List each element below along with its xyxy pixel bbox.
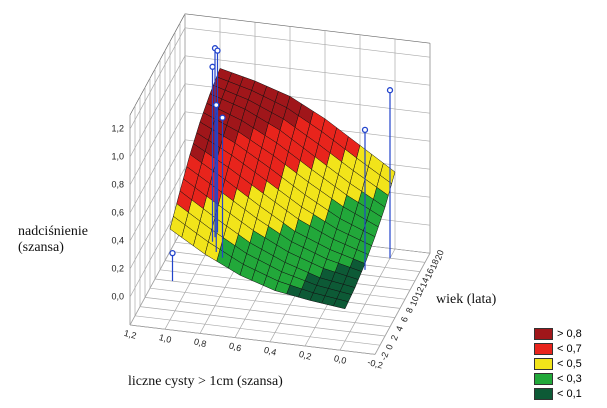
- grid-line: [139, 306, 386, 337]
- y-tick-label: 10: [408, 295, 421, 308]
- surface-cell: [279, 96, 326, 158]
- legend-item: < 0,7: [534, 341, 582, 356]
- surface-cell: [169, 190, 216, 255]
- grid-line: [184, 27, 431, 58]
- surface-cell: [329, 218, 376, 264]
- grid-line: [129, 139, 186, 242]
- legend-item: < 0,5: [534, 356, 582, 371]
- data-point: [213, 101, 220, 109]
- legend-label: < 0,7: [557, 342, 582, 355]
- x-tick-label: 0,4: [263, 345, 278, 358]
- legend-swatch: [534, 327, 553, 340]
- data-point: [361, 126, 369, 134]
- data-point: [386, 87, 394, 94]
- grid-line: [149, 287, 396, 318]
- y-tick-label: 20: [433, 249, 446, 262]
- box-edge: [129, 13, 186, 116]
- legend-swatch: [534, 372, 553, 385]
- legend-label: > 0,8: [557, 327, 582, 340]
- data-point: [169, 249, 176, 257]
- grid-line: [374, 253, 431, 355]
- grid-line: [129, 27, 186, 130]
- surface-cell: [244, 80, 291, 131]
- z-tick-label: 0,6: [111, 207, 124, 217]
- grid-line: [339, 248, 396, 351]
- x-tick-label: 0,0: [333, 353, 348, 366]
- y-tick-label: 18: [428, 258, 441, 271]
- grid-line: [129, 111, 186, 214]
- surface-cell: [269, 129, 316, 196]
- grid-line: [144, 297, 391, 328]
- z-tick-label: 0,4: [111, 235, 124, 245]
- surface-cell: [284, 231, 331, 279]
- y-axis-label: wiek (lata): [436, 292, 497, 307]
- surface-cell: [304, 156, 351, 220]
- surface-cell: [204, 217, 251, 276]
- grid-line: [129, 223, 186, 326]
- legend-item: > 0,8: [534, 326, 582, 341]
- surface-cell: [274, 262, 321, 301]
- z-tick-label: 0,0: [111, 291, 124, 301]
- y-tick-label: 2: [389, 334, 400, 342]
- x-tick-label: 0,6: [228, 341, 243, 354]
- box-edge: [184, 13, 431, 44]
- grid-line: [184, 55, 431, 86]
- surface-patch: [274, 280, 291, 295]
- legend-swatch: [534, 387, 553, 400]
- surface-patch: [239, 264, 256, 281]
- surface-cell: [294, 194, 341, 250]
- grid-line: [129, 167, 186, 270]
- surface-cell: [309, 277, 356, 310]
- surface-cell: [259, 167, 306, 232]
- grid-line: [134, 315, 381, 346]
- legend-label: < 0,1: [557, 387, 582, 400]
- y-tick-label: 6: [399, 315, 410, 323]
- surface-cell: [314, 118, 361, 184]
- legend-item: < 0,3: [534, 371, 582, 386]
- z-tick-label: 0,2: [111, 263, 124, 273]
- x-tick-label: -0,2: [366, 357, 384, 371]
- z-axis-label: nadciśnienie (szansa): [18, 224, 88, 255]
- legend-swatch: [534, 342, 553, 355]
- grid-line: [154, 278, 401, 309]
- y-tick-label: 14: [418, 276, 431, 289]
- y-tick-label: 16: [423, 267, 436, 280]
- y-tick-label: 12: [413, 285, 426, 298]
- surface-cell: [239, 242, 286, 291]
- grid-line: [129, 324, 376, 355]
- x-tick-label: 1,2: [123, 328, 138, 341]
- surface-patch: [309, 292, 326, 304]
- data-point: [219, 114, 226, 121]
- x-tick-label: 1,0: [158, 332, 173, 345]
- y-tick-label: 4: [394, 325, 405, 333]
- surface-patch: [204, 241, 221, 262]
- z-tick-label: 0,8: [111, 179, 124, 189]
- y-tick-label: 8: [404, 306, 415, 314]
- x-axis-label: liczne cysty > 1cm (szansa): [128, 374, 283, 389]
- grid-line: [129, 55, 186, 158]
- legend-item: < 0,1: [534, 386, 582, 401]
- grid-line: [129, 83, 186, 186]
- z-tick-label: 1,0: [111, 151, 124, 161]
- data-point: [214, 47, 221, 54]
- x-tick-label: 0,2: [298, 349, 313, 362]
- legend: > 0,8 < 0,7 < 0,5 < 0,3 < 0,1: [534, 326, 582, 401]
- legend-label: < 0,5: [557, 357, 582, 370]
- legend-label: < 0,3: [557, 372, 582, 385]
- z-tick-label: 1,2: [111, 123, 124, 133]
- y-tick-label: 0: [384, 343, 395, 351]
- y-tick-label: -2: [378, 351, 390, 362]
- surface-patch: [169, 215, 186, 238]
- x-tick-label: 0,8: [193, 336, 208, 349]
- data-point: [209, 63, 216, 70]
- legend-swatch: [534, 357, 553, 370]
